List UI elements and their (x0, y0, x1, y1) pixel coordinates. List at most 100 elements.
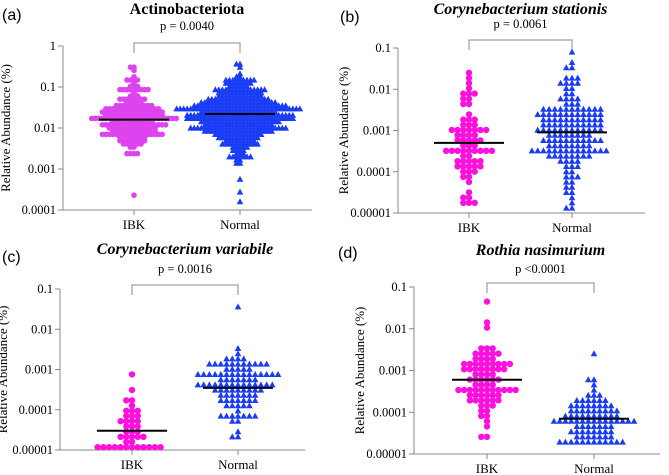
data-point-triangle (596, 417, 604, 424)
data-point-triangle (574, 105, 582, 112)
data-point-triangle (557, 137, 564, 143)
data-point-circle (454, 158, 461, 165)
data-point-triangle (234, 391, 242, 398)
data-point-triangle (613, 412, 621, 419)
data-point-triangle (574, 142, 582, 149)
data-point-triangle (562, 95, 570, 102)
data-point-triangle (246, 397, 253, 403)
data-point-triangle (568, 168, 576, 175)
data-point-triangle (282, 124, 290, 131)
data-point-circle (495, 392, 502, 399)
data-point-triangle (568, 59, 576, 65)
data-point-circle (465, 158, 473, 165)
data-point-circle (471, 142, 478, 149)
data-point-triangle (596, 412, 604, 419)
data-point-circle (134, 412, 141, 420)
data-point-triangle (602, 417, 609, 424)
data-point-circle (117, 418, 124, 425)
data-point-triangle (579, 402, 586, 409)
data-point-triangle (567, 402, 575, 409)
data-point-circle (483, 350, 491, 357)
data-point-triangle (585, 147, 593, 154)
data-point-circle (495, 360, 502, 368)
data-point-triangle (568, 100, 576, 107)
data-point-triangle (228, 355, 236, 362)
data-point-triangle (236, 70, 244, 77)
data-point-triangle (240, 150, 247, 157)
data-point-triangle (568, 189, 576, 195)
data-point-circle (495, 397, 502, 404)
data-point-triangle (607, 417, 615, 424)
data-point-circle (140, 444, 147, 451)
data-point-triangle (233, 159, 240, 166)
data-point-triangle (211, 381, 219, 388)
data-point-triangle (562, 204, 570, 211)
data-point-triangle (562, 111, 570, 117)
data-point-triangle (568, 48, 576, 55)
data-point-triangle (584, 423, 592, 429)
data-point-circle (454, 132, 461, 139)
data-point-triangle (217, 376, 225, 383)
data-point-triangle (591, 126, 599, 133)
data-point-triangle (602, 407, 609, 414)
data-point-triangle (551, 137, 559, 143)
data-point-triangle (200, 371, 207, 377)
data-point-triangle (247, 153, 254, 160)
data-point-triangle (562, 131, 570, 138)
data-point-triangle (223, 376, 230, 383)
y-tick-label: 0.01 (369, 82, 391, 96)
data-point-circle (495, 350, 502, 357)
data-point-triangle (602, 397, 609, 403)
data-point-circle (99, 131, 106, 138)
data-point-triangle (229, 147, 237, 153)
data-point-triangle (257, 371, 265, 377)
data-point-circle (465, 80, 473, 87)
data-point-triangle (250, 76, 258, 83)
data-point-triangle (557, 131, 564, 138)
data-point-triangle (567, 438, 575, 445)
data-point-circle (465, 85, 473, 92)
data-point-triangle (215, 92, 223, 99)
y-tick-label: 0.00001 (366, 447, 407, 461)
data-point-circle (465, 116, 473, 123)
y-axis-label: Relative Abundance (%) (0, 306, 10, 434)
data-point-triangle (567, 412, 575, 419)
data-point-circle (472, 381, 479, 388)
data-point-triangle (619, 438, 626, 445)
data-point-circle (506, 386, 514, 394)
significance-bracket (468, 39, 573, 50)
data-point-triangle (228, 376, 236, 383)
data-point-triangle (562, 147, 570, 154)
data-point-triangle (551, 152, 559, 159)
data-point-triangle (585, 105, 593, 112)
data-point-triangle (607, 412, 615, 419)
data-point-circle (482, 147, 490, 154)
data-point-triangle (574, 147, 582, 154)
data-point-triangle (257, 131, 265, 137)
data-point-triangle (545, 131, 553, 138)
data-point-triangle (590, 407, 598, 414)
x-tick-label: Normal (552, 220, 592, 235)
data-point-circle (478, 386, 485, 394)
data-point-circle (131, 192, 137, 198)
data-point-circle (134, 444, 141, 451)
data-point-triangle (551, 147, 559, 154)
data-point-circle (483, 412, 491, 420)
data-point-triangle (596, 423, 604, 429)
points-normal (528, 48, 610, 211)
p-value: p = 0.0040 (160, 19, 214, 33)
y-tick-label: 0.1 (40, 80, 56, 94)
y-axis-label: Relative Abundance (%) (336, 67, 351, 195)
data-point-circle (478, 407, 485, 414)
data-point-triangle (223, 402, 230, 409)
data-point-circle (145, 444, 153, 451)
data-point-triangle (591, 121, 599, 128)
data-point-circle (460, 199, 467, 206)
data-point-triangle (550, 417, 558, 424)
p-value: p <0.0001 (515, 262, 566, 276)
data-point-triangle (251, 376, 259, 383)
data-point-circle (495, 386, 502, 394)
data-point-triangle (545, 137, 553, 143)
data-point-triangle (264, 95, 272, 102)
data-point-triangle (602, 438, 609, 445)
